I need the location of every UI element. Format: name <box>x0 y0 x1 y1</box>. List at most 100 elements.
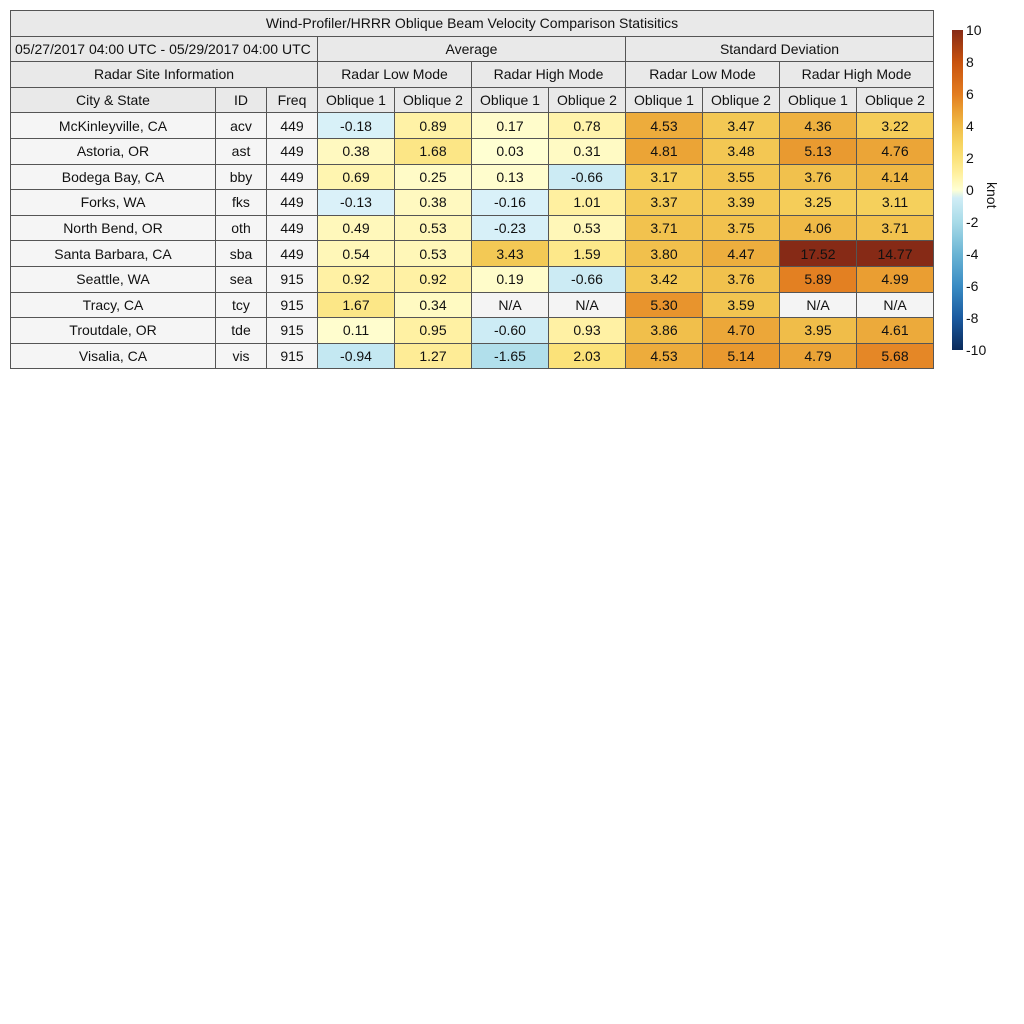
value-cell: 0.78 <box>548 112 626 139</box>
value-cell: 3.47 <box>702 112 780 139</box>
value-cell: 0.34 <box>394 291 472 319</box>
table-row: North Bend, OR oth 449 0.49 0.53 -0.23 0.53 3.7… <box>10 214 934 242</box>
value-cell: 4.53 <box>625 342 703 370</box>
value-cell: 0.95 <box>394 317 472 344</box>
city-cell: Astoria, OR <box>10 137 216 165</box>
id-cell: ast <box>215 137 267 165</box>
value-cell: -0.18 <box>317 112 395 139</box>
value-cell: 0.92 <box>317 265 395 293</box>
colorbar-tick: 10 <box>966 22 982 38</box>
std-high-mode-header: Radar High Mode <box>779 61 934 88</box>
colorbar-tick: 6 <box>966 86 974 102</box>
value-cell: 4.76 <box>856 137 934 165</box>
value-cell: 0.11 <box>317 317 395 344</box>
value-cell: 5.30 <box>625 291 703 319</box>
std-low-mode-header: Radar Low Mode <box>625 61 780 88</box>
freq-cell: 915 <box>266 317 318 344</box>
value-cell: -0.60 <box>471 317 549 344</box>
value-cell: 0.49 <box>317 214 395 242</box>
column-header: Oblique 1 <box>779 86 857 114</box>
column-header: Oblique 1 <box>317 86 395 114</box>
table-row: McKinleyville, CA acv 449 -0.18 0.89 0.17 0.78… <box>10 112 934 139</box>
value-cell: -0.16 <box>471 189 549 216</box>
value-cell: 5.68 <box>856 342 934 370</box>
value-cell: 3.48 <box>702 137 780 165</box>
freq-cell: 449 <box>266 240 318 267</box>
table-row: Forks, WA fks 449 -0.13 0.38 -0.16 1.01 3.37 3.3… <box>10 189 934 216</box>
city-cell: Forks, WA <box>10 189 216 216</box>
average-header: Average <box>317 35 626 63</box>
city-cell: North Bend, OR <box>10 214 216 242</box>
column-header: Oblique 2 <box>856 86 934 114</box>
table-row: Seattle, WA sea 915 0.92 0.92 0.19 -0.66 3.42 3.… <box>10 265 934 293</box>
avg-high-mode-header: Radar High Mode <box>471 61 626 88</box>
value-cell: N/A <box>856 291 934 319</box>
id-cell: tde <box>215 317 267 344</box>
value-cell: N/A <box>779 291 857 319</box>
table-title: Wind-Profiler/HRRR Oblique Beam Velocity… <box>10 10 934 37</box>
table-row: Troutdale, OR tde 915 0.11 0.95 -0.60 0.93 3.86… <box>10 317 934 344</box>
city-cell: Troutdale, OR <box>10 317 216 344</box>
freq-cell: 449 <box>266 112 318 139</box>
colorbar-tick: 8 <box>966 54 974 70</box>
freq-cell: 449 <box>266 137 318 165</box>
value-cell: 5.14 <box>702 342 780 370</box>
colorbar <box>952 30 963 350</box>
value-cell: 5.13 <box>779 137 857 165</box>
value-cell: -0.94 <box>317 342 395 370</box>
city-cell: McKinleyville, CA <box>10 112 216 139</box>
column-header: Freq <box>266 86 318 114</box>
value-cell: 3.22 <box>856 112 934 139</box>
value-cell: 0.53 <box>394 240 472 267</box>
value-cell: 0.54 <box>317 240 395 267</box>
value-cell: 3.86 <box>625 317 703 344</box>
colorbar-tick: 2 <box>966 150 974 166</box>
value-cell: 3.39 <box>702 189 780 216</box>
value-cell: 3.43 <box>471 240 549 267</box>
table-row: Visalia, CA vis 915 -0.94 1.27 -1.65 2.03 4.53 5… <box>10 342 934 370</box>
freq-cell: 915 <box>266 265 318 293</box>
value-cell: 1.01 <box>548 189 626 216</box>
value-cell: -0.66 <box>548 265 626 293</box>
value-cell: N/A <box>548 291 626 319</box>
value-cell: 0.69 <box>317 163 395 191</box>
value-cell: 3.71 <box>625 214 703 242</box>
value-cell: 0.38 <box>317 137 395 165</box>
value-cell: 1.27 <box>394 342 472 370</box>
value-cell: 3.59 <box>702 291 780 319</box>
value-cell: 0.03 <box>471 137 549 165</box>
id-cell: acv <box>215 112 267 139</box>
table-row: Tracy, CA tcy 915 1.67 0.34 N/A N/A 5.30 3.59 N/A… <box>10 291 934 319</box>
value-cell: 5.89 <box>779 265 857 293</box>
site-info-header: Radar Site Information <box>10 61 318 88</box>
value-cell: 0.53 <box>548 214 626 242</box>
value-cell: 3.25 <box>779 189 857 216</box>
colorbar-tick: -10 <box>966 342 987 358</box>
value-cell: 1.59 <box>548 240 626 267</box>
city-cell: Santa Barbara, CA <box>10 240 216 267</box>
colorbar-tick: -2 <box>966 214 979 230</box>
column-header: Oblique 2 <box>548 86 626 114</box>
city-cell: Bodega Bay, CA <box>10 163 216 191</box>
value-cell: 0.92 <box>394 265 472 293</box>
value-cell: 4.36 <box>779 112 857 139</box>
column-header: Oblique 1 <box>625 86 703 114</box>
value-cell: 3.76 <box>779 163 857 191</box>
value-cell: 4.06 <box>779 214 857 242</box>
value-cell: 4.81 <box>625 137 703 165</box>
value-cell: -0.13 <box>317 189 395 216</box>
value-cell: -0.66 <box>548 163 626 191</box>
id-cell: tcy <box>215 291 267 319</box>
freq-cell: 915 <box>266 291 318 319</box>
value-cell: 1.68 <box>394 137 472 165</box>
value-cell: 14.77 <box>856 240 934 267</box>
table-row: Santa Barbara, CA sba 449 0.54 0.53 3.43 1.59 3… <box>10 240 934 267</box>
value-cell: 4.61 <box>856 317 934 344</box>
colorbar-tick: 0 <box>966 182 974 198</box>
city-cell: Tracy, CA <box>10 291 216 319</box>
value-cell: 0.17 <box>471 112 549 139</box>
id-cell: oth <box>215 214 267 242</box>
value-cell: 0.31 <box>548 137 626 165</box>
value-cell: -0.23 <box>471 214 549 242</box>
value-cell: 4.14 <box>856 163 934 191</box>
